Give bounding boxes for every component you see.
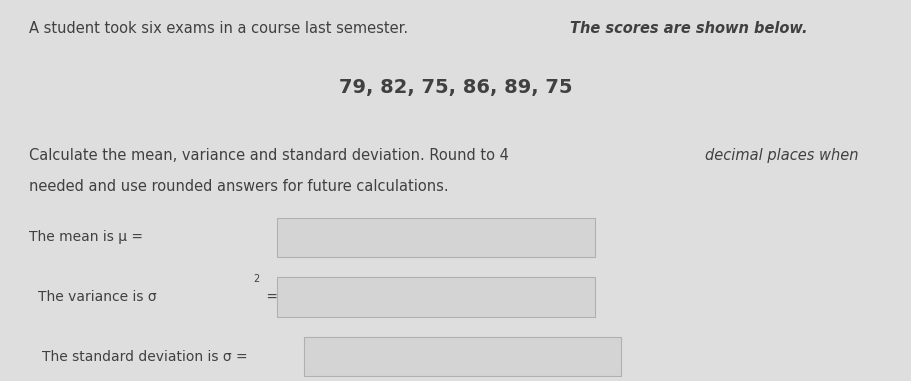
- FancyBboxPatch shape: [277, 277, 594, 317]
- Text: Calculate the mean, variance and standard deviation. Round to 4: Calculate the mean, variance and standar…: [29, 147, 513, 163]
- Text: 2: 2: [253, 274, 259, 284]
- Text: The mean is μ =: The mean is μ =: [29, 230, 143, 244]
- Text: =: =: [261, 290, 278, 304]
- Text: The standard deviation is σ =: The standard deviation is σ =: [42, 350, 248, 363]
- FancyBboxPatch shape: [277, 218, 594, 257]
- Text: The scores are shown below.: The scores are shown below.: [569, 21, 807, 35]
- Text: 79, 82, 75, 86, 89, 75: 79, 82, 75, 86, 89, 75: [339, 78, 572, 98]
- Text: The variance is σ: The variance is σ: [37, 290, 156, 304]
- Text: needed and use rounded answers for future calculations.: needed and use rounded answers for futur…: [29, 179, 448, 194]
- Text: A student took six exams in a course last semester.: A student took six exams in a course las…: [29, 21, 412, 35]
- FancyBboxPatch shape: [303, 337, 620, 376]
- Text: decimal places when: decimal places when: [704, 147, 858, 163]
